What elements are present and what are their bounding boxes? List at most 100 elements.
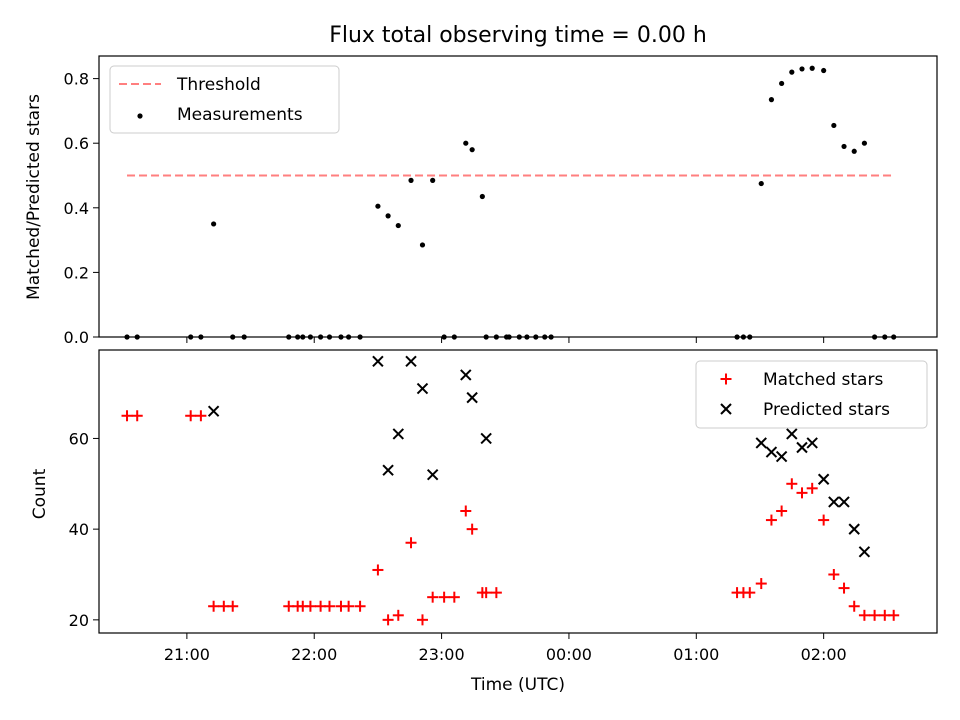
x-marker-b xyxy=(858,546,871,558)
x-marker-b xyxy=(392,428,404,440)
bottom-panel: 20 40 60 21:00 22:00 23:00 00:00 01:00 02:00 Matc… xyxy=(69,349,938,664)
bottom-y-axis-label: Count xyxy=(30,468,50,519)
measurement-point xyxy=(851,148,857,154)
x-marker-b xyxy=(460,369,472,381)
predicted-stars-point xyxy=(405,355,417,368)
matched-stars-point xyxy=(382,614,394,626)
legend-box xyxy=(695,360,928,429)
y-tick-label: 0.6 xyxy=(64,134,89,153)
x-marker-b xyxy=(828,496,840,508)
matched-stars-point xyxy=(869,609,881,621)
matched-stars-point xyxy=(343,600,355,612)
x-axis-label: Time (UTC) xyxy=(470,675,565,695)
chart-panels: 0.0 0.2 0.4 0.6 0.8 Threshold Measurements 20 40… xyxy=(64,55,938,664)
x-tick-label: 22:00 xyxy=(291,645,337,664)
matched-stars-point xyxy=(208,600,220,612)
matched-stars-point xyxy=(185,410,197,422)
predicted-stars-point xyxy=(806,437,818,449)
legend-measurements-swatch xyxy=(137,113,143,119)
matched-stars-point xyxy=(776,505,788,517)
measurement-point xyxy=(419,242,426,248)
measurement-point xyxy=(211,221,217,227)
x-tick-label: 01:00 xyxy=(673,645,719,664)
matched-stars-point xyxy=(121,410,133,422)
predicted-stars-point xyxy=(817,473,830,485)
y-tick-label: 40 xyxy=(69,520,89,539)
chart-title: Flux total observing time = 0.00 h xyxy=(329,23,707,48)
legend-threshold-label: Threshold xyxy=(176,75,261,95)
x-marker-b xyxy=(755,437,767,449)
predicted-stars-point xyxy=(796,441,808,454)
matched-stars-point xyxy=(466,523,478,535)
measurement-point xyxy=(861,140,868,146)
matched-stars-point xyxy=(195,410,207,422)
measurement-point xyxy=(469,147,475,153)
matched-stars-point xyxy=(460,505,472,517)
measurement-point xyxy=(408,177,414,183)
matched-stars-point xyxy=(480,587,492,599)
legend-matched-label: Matched stars xyxy=(763,370,883,390)
predicted-stars-point xyxy=(848,523,860,535)
top-panel: 0.0 0.2 0.4 0.6 0.8 Threshold Measurements xyxy=(64,55,938,347)
x-marker-b xyxy=(466,391,478,404)
matched-stars-point xyxy=(838,582,850,594)
predicted-stars-point xyxy=(372,355,384,368)
predicted-stars-point xyxy=(460,369,472,381)
top-legend: Threshold Measurements xyxy=(109,65,340,134)
measurement-point xyxy=(463,140,469,146)
matched-stars-point xyxy=(806,482,818,494)
matched-stars-point xyxy=(416,614,428,626)
predicted-stars-point xyxy=(765,446,778,458)
legend-predicted-swatch-b xyxy=(720,403,732,415)
x-marker-b xyxy=(426,469,439,481)
matched-stars-point xyxy=(888,609,900,621)
measurement-point xyxy=(799,66,805,72)
matched-stars-point xyxy=(354,600,366,612)
x-marker-b xyxy=(765,446,778,458)
y-tick-label: 0.8 xyxy=(64,70,89,89)
matched-stars-point xyxy=(796,487,808,499)
x-marker-b xyxy=(382,464,394,476)
predicted-stars-point xyxy=(207,405,220,417)
matched-stars-point xyxy=(765,514,777,526)
y-tick-label: 60 xyxy=(69,429,89,448)
predicted-stars-point xyxy=(828,496,840,508)
measurement-point xyxy=(831,122,837,129)
measurement-point xyxy=(479,193,485,200)
y-tick-label: 0.2 xyxy=(64,263,89,282)
matched-stars-point xyxy=(755,578,767,590)
matched-stars-point xyxy=(828,568,840,580)
predicted-stars-point xyxy=(775,450,788,463)
predicted-stars-point xyxy=(392,428,404,440)
x-marker-b xyxy=(405,355,417,368)
measurement-point xyxy=(789,69,795,75)
legend-box xyxy=(109,65,340,134)
matched-stars-point xyxy=(324,600,336,612)
matched-stars-point xyxy=(131,410,143,422)
bottom-legend: Matched stars Predicted stars xyxy=(695,360,928,429)
predicted-stars-point xyxy=(480,432,492,445)
measurement-point xyxy=(841,143,847,150)
measurement-point xyxy=(430,177,436,183)
matched-stars-point xyxy=(490,587,502,599)
predicted-stars-point xyxy=(382,464,394,476)
x-marker-b xyxy=(796,441,808,454)
x-marker-b xyxy=(372,355,384,368)
x-marker-b xyxy=(480,432,492,445)
predicted-stars-point xyxy=(838,496,850,508)
y-tick-label: 20 xyxy=(69,611,89,630)
y-tick-label: 0.4 xyxy=(64,199,89,218)
measurement-point xyxy=(768,97,775,103)
measurement-point xyxy=(375,203,381,209)
predicted-stars-point xyxy=(426,469,439,481)
legend-predicted-label: Predicted stars xyxy=(763,400,890,420)
matched-stars-point xyxy=(227,600,239,612)
measurement-point xyxy=(779,80,785,87)
x-marker-b xyxy=(207,405,220,417)
x-tick-label: 23:00 xyxy=(419,645,465,664)
predicted-stars-point xyxy=(755,437,767,449)
predicted-stars-point xyxy=(786,428,798,440)
matched-stars-point xyxy=(427,591,439,603)
x-marker-b xyxy=(775,450,788,463)
x-marker-b xyxy=(848,523,860,535)
